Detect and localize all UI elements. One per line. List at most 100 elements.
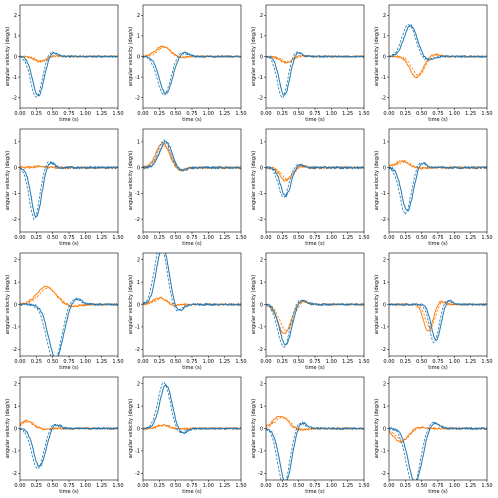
x-tick-label: 0.75 [309, 235, 320, 241]
y-tick-label: -1 [135, 325, 140, 331]
x-tick-label: 0.25 [31, 359, 42, 365]
y-tick-label: 0 [14, 302, 17, 308]
y-tick-label: -2 [135, 96, 140, 102]
y-tick-label: 2 [14, 258, 17, 264]
y-axis-label: angular velocity (deg/s) [128, 151, 134, 210]
blue-dashed-series-line [20, 51, 118, 98]
x-tick-label: 0.75 [63, 359, 74, 365]
x-tick-label: 0.75 [186, 111, 197, 117]
x-tick-label: 0.75 [186, 235, 197, 241]
x-tick-label: 0.00 [260, 235, 271, 241]
y-axis-label: angular velocity (deg/s) [128, 275, 134, 334]
x-tick-label: 0.50 [416, 111, 427, 117]
blue-dashed-series-line [143, 52, 241, 96]
blue-solid-series-line [389, 162, 487, 212]
y-tick-label: 2 [260, 13, 263, 19]
y-tick-label: 0 [137, 426, 140, 432]
x-tick-label: 1.50 [481, 111, 492, 117]
x-tick-label: 1.25 [342, 235, 353, 241]
blue-solid-series-line [143, 51, 241, 95]
x-tick-label: 0.50 [293, 235, 304, 241]
y-tick-label: -2 [12, 96, 17, 102]
x-axis-label: time (s) [59, 117, 78, 123]
x-tick-label: 1.50 [358, 483, 369, 489]
y-tick-label: 1 [137, 34, 140, 40]
y-axis-label: angular velocity (deg/s) [128, 399, 134, 458]
y-axis-label: angular velocity (deg/s) [128, 27, 134, 86]
y-tick-label: 0 [383, 302, 386, 308]
blue-dashed-series-line [143, 253, 241, 312]
y-tick-label: 0 [260, 165, 263, 171]
plot-frame [19, 4, 119, 109]
y-tick-label: 2 [383, 258, 386, 264]
x-tick-label: 1.00 [449, 483, 460, 489]
blue-dashed-series-line [143, 381, 241, 435]
x-tick-label: 1.25 [96, 111, 107, 117]
panel-15: 0.00 0.25 0.50 0.75 1.00 1.25 1.50 -2 -1 0 1 2 time … [251, 376, 370, 495]
y-tick-label: -1 [258, 191, 263, 197]
x-tick-label: 0.50 [293, 111, 304, 117]
blue-solid-series-line [389, 24, 487, 61]
x-tick-label: 0.00 [137, 359, 148, 365]
x-tick-label: 0.50 [47, 483, 58, 489]
blue-solid-series-line [266, 52, 364, 96]
y-tick-label: -2 [135, 347, 140, 353]
x-tick-label: 0.25 [400, 235, 411, 241]
y-tick-label: 0 [137, 302, 140, 308]
x-tick-label: 0.00 [383, 111, 394, 117]
orange-dashed-series-line [20, 54, 118, 63]
x-tick-label: 0.50 [47, 235, 58, 241]
blue-dashed-series-line [266, 421, 364, 480]
x-tick-label: 1.00 [80, 359, 91, 365]
y-tick-label: -1 [258, 75, 263, 81]
y-axis-label: angular velocity (deg/s) [251, 275, 257, 334]
x-tick-label: 1.50 [358, 111, 369, 117]
x-tick-label: 1.25 [465, 235, 476, 241]
x-tick-label: 1.00 [326, 359, 337, 365]
x-axis-label: time (s) [182, 489, 201, 495]
x-tick-label: 1.00 [80, 483, 91, 489]
x-axis-label: time (s) [182, 241, 201, 247]
x-tick-label: 0.25 [31, 111, 42, 117]
plot-frame [265, 4, 365, 109]
y-tick-label: 1 [383, 34, 386, 40]
x-tick-label: 1.00 [326, 111, 337, 117]
y-tick-label: 2 [14, 382, 17, 388]
y-tick-label: 1 [14, 404, 17, 410]
blue-solid-series-line [20, 298, 118, 356]
y-tick-label: 1 [14, 140, 17, 146]
x-tick-label: 1.00 [326, 483, 337, 489]
y-tick-label: -1 [135, 75, 140, 81]
x-axis-label: time (s) [182, 117, 201, 123]
y-tick-label: -1 [381, 449, 386, 455]
panel-1: 0.00 0.25 0.50 0.75 1.00 1.25 1.50 -2 -1 0 1 2 time … [5, 4, 124, 123]
y-tick-label: -1 [135, 191, 140, 197]
y-tick-label: 2 [137, 13, 140, 19]
x-tick-label: 0.00 [260, 359, 271, 365]
x-tick-label: 1.50 [112, 483, 123, 489]
y-tick-label: -2 [12, 347, 17, 353]
y-tick-label: 0 [14, 426, 17, 432]
plot-frame [265, 252, 365, 357]
x-tick-label: 1.50 [481, 235, 492, 241]
y-tick-label: 1 [137, 140, 140, 146]
orange-dashed-series-line [266, 54, 364, 63]
x-tick-label: 0.25 [277, 235, 288, 241]
y-tick-label: -2 [12, 471, 17, 477]
y-tick-label: 0 [260, 302, 263, 308]
orange-dashed-series-line [143, 46, 241, 59]
x-axis-label: time (s) [305, 241, 324, 247]
plot-frame [388, 252, 488, 357]
y-tick-label: -2 [135, 471, 140, 477]
y-tick-label: 0 [260, 426, 263, 432]
x-tick-label: 1.00 [326, 235, 337, 241]
blue-solid-series-line [389, 299, 487, 341]
x-tick-label: 0.75 [309, 483, 320, 489]
blue-solid-series-line [20, 424, 118, 467]
x-tick-label: 0.00 [383, 359, 394, 365]
y-tick-label: -2 [258, 471, 263, 477]
plot-frame [265, 376, 365, 481]
plot-frame [142, 252, 242, 357]
x-tick-label: 0.50 [170, 483, 181, 489]
x-axis-label: time (s) [59, 489, 78, 495]
